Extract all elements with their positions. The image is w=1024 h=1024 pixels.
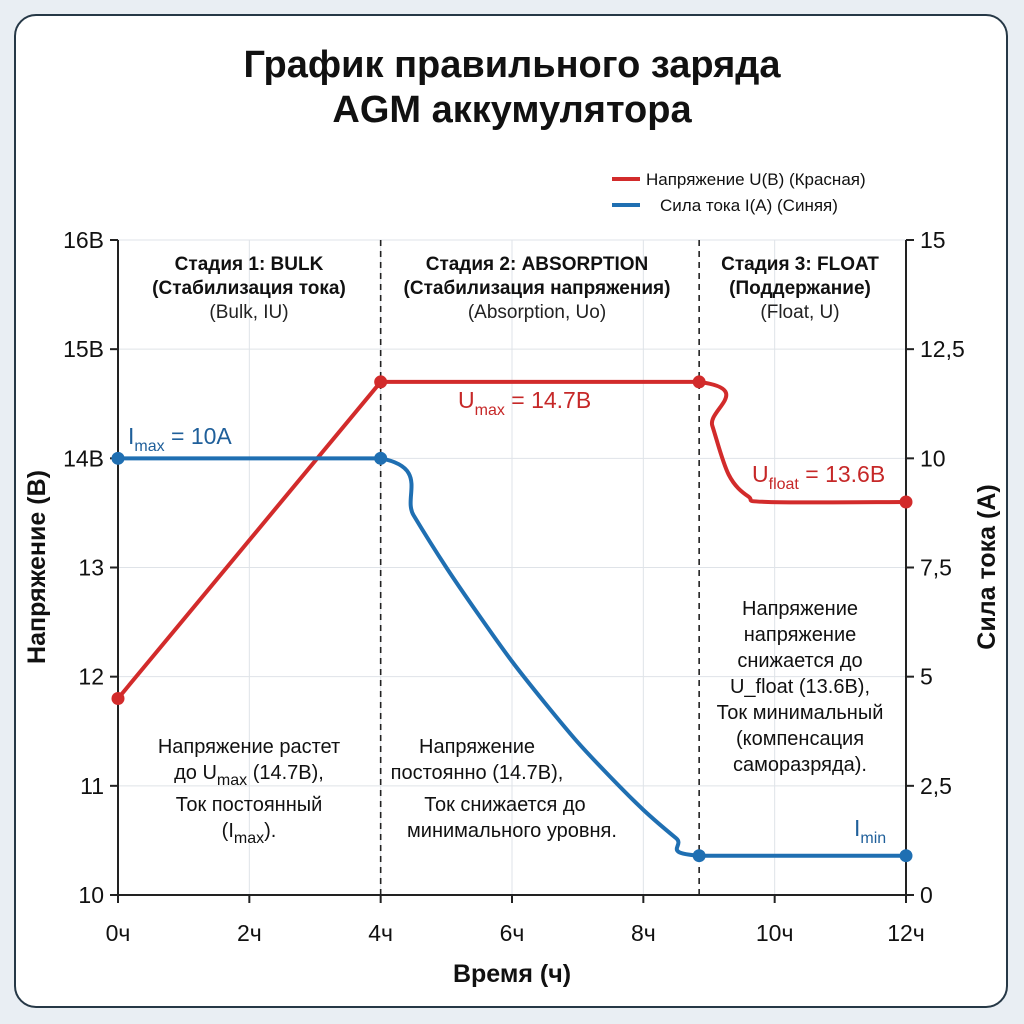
- y-tick-label: 16В: [63, 227, 104, 253]
- chart-card: [14, 14, 1008, 1008]
- value-labels: Umax = 14.7В Ufloat = 13.6В Imax = 10А I…: [128, 387, 886, 847]
- y-tick-label: 15В: [63, 336, 104, 362]
- note-3-line-5: Ток минимальный: [717, 702, 884, 724]
- x-tick-label: 10ч: [756, 920, 794, 946]
- x-tick-label: 2ч: [237, 920, 262, 946]
- y2-tick-label: 10: [920, 445, 946, 471]
- y-axis-title: Напряжение (В): [23, 470, 51, 664]
- note-2-line-4: минимального уровня.: [407, 820, 617, 842]
- current-point: [899, 849, 913, 863]
- legend-current-label: Сила тока I(А) (Синяя): [660, 196, 838, 215]
- axes: 0ч 2ч 4ч 6ч 8ч 10ч 12ч 10 11 12 13 14В 15В 16В 0 2,5 5 7,…: [63, 227, 965, 946]
- voltage-point: [111, 692, 125, 705]
- legend: Напряжение U(В) (Красная) Сила тока I(А)…: [612, 170, 866, 215]
- y2-tick-label: 15: [920, 227, 946, 253]
- stage-3-subtitle: (Поддержание): [729, 278, 871, 299]
- y-tick-label: 11: [80, 773, 104, 799]
- stage-2-subtitle: (Стабилизация напряжения): [404, 278, 671, 299]
- note-3-line-3: снижается до: [737, 650, 862, 672]
- voltage-point: [374, 375, 388, 389]
- y-tick-label: 12: [78, 664, 104, 690]
- current-point: [374, 451, 388, 465]
- y-tick-label: 10: [78, 882, 104, 908]
- stage-1-mode: (Bulk, IU): [209, 302, 288, 323]
- note-3-line-2: напряжение: [744, 624, 857, 646]
- voltage-point: [692, 375, 706, 389]
- stage-1-title: Стадия 1: BULK: [175, 254, 324, 275]
- x-tick-label: 8ч: [631, 920, 656, 946]
- chart-title-line-2: AGM аккумулятора: [332, 89, 692, 131]
- x-tick-label: 0ч: [106, 920, 131, 946]
- stage-3-mode: (Float, U): [760, 302, 839, 323]
- note-2-line-2: постоянно (14.7В),: [391, 762, 564, 784]
- note-1-line-1: Напряжение растет: [158, 736, 340, 758]
- y2-tick-label: 2,5: [920, 773, 952, 799]
- x-axis-title: Время (ч): [453, 960, 571, 988]
- note-3-line-1: Напряжение: [742, 598, 858, 620]
- stage-2-mode: (Absorption, Uo): [468, 302, 606, 323]
- y-tick-label: 14В: [63, 445, 104, 471]
- stage-2-title: Стадия 2: ABSORPTION: [426, 254, 649, 275]
- note-1-line-2: до Umax (14.7В),: [174, 762, 324, 789]
- current-point: [111, 451, 125, 465]
- voltage-point: [899, 495, 913, 509]
- note-1-line-4: (Imax).: [222, 820, 277, 847]
- y2-tick-label: 12,5: [920, 336, 965, 362]
- ufloat-label: Ufloat = 13.6В: [752, 461, 885, 493]
- note-2-line-3: Ток снижается до: [424, 794, 585, 816]
- x-tick-label: 6ч: [500, 920, 525, 946]
- current-point: [692, 849, 706, 863]
- note-3-line-6: (компенсация: [736, 728, 864, 750]
- note-3-line-4: U_float (13.6В),: [730, 676, 870, 698]
- note-2-line-1: Напряжение: [419, 736, 535, 758]
- stage-notes: Напряжение растет до Umax (14.7В), Ток п…: [158, 598, 884, 847]
- y-tick-label: 13: [78, 555, 104, 581]
- stage-1-subtitle: (Стабилизация тока): [152, 278, 346, 299]
- imin-label: Imin: [854, 815, 886, 847]
- legend-voltage-label: Напряжение U(В) (Красная): [646, 170, 866, 189]
- imax-label: Imax = 10А: [128, 423, 232, 455]
- series-layer: [111, 375, 913, 863]
- x-tick-label: 4ч: [368, 920, 393, 946]
- y2-tick-label: 5: [920, 664, 933, 690]
- stage-3-title: Стадия 3: FLOAT: [721, 254, 879, 275]
- x-tick-label: 12ч: [887, 920, 925, 946]
- y2-tick-label: 7,5: [920, 555, 952, 581]
- stage-headers: Стадия 1: BULK (Стабилизация тока) (Bulk…: [152, 254, 879, 323]
- chart-title-line-1: График правильного заряда: [243, 44, 781, 86]
- y2-axis-title: Сила тока (А): [973, 484, 1001, 649]
- voltage-line: [116, 379, 907, 700]
- note-3-line-7: саморазряда).: [733, 754, 867, 776]
- current-line: [118, 456, 906, 858]
- note-1-line-3: Ток постоянный: [176, 794, 323, 816]
- umax-label: Umax = 14.7В: [458, 387, 591, 419]
- y2-tick-label: 0: [920, 882, 933, 908]
